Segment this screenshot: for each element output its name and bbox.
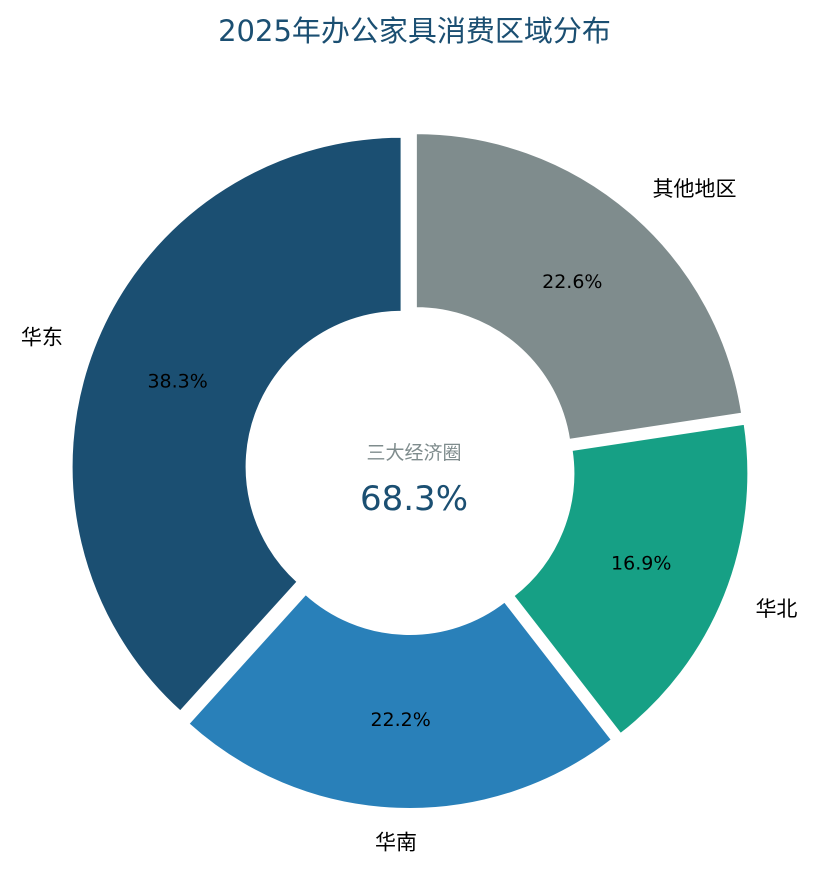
slice-category-label: 其他地区 bbox=[652, 177, 736, 201]
slice-4 bbox=[414, 132, 744, 442]
slice-2 bbox=[186, 592, 614, 810]
slice-category-label: 华南 bbox=[375, 831, 417, 855]
center-label: 三大经济圈 bbox=[366, 442, 461, 464]
slice-percent-label: 22.2% bbox=[370, 709, 430, 731]
center-value: 68.3% bbox=[360, 479, 468, 519]
slice-3 bbox=[511, 422, 750, 736]
percent-labels-group: 38.3% 22.2% 16.9% 22.6% bbox=[147, 271, 671, 731]
slice-percent-label: 38.3% bbox=[147, 371, 207, 393]
slices-group bbox=[70, 132, 750, 810]
slice-category-label: 华东 bbox=[21, 325, 63, 349]
slice-category-label: 华北 bbox=[755, 597, 797, 621]
slice-1 bbox=[70, 135, 403, 713]
slice-percent-label: 16.9% bbox=[611, 552, 671, 574]
slice-percent-label: 22.6% bbox=[542, 271, 602, 293]
chart-title: 2025年办公家具消费区域分布 bbox=[218, 14, 611, 48]
